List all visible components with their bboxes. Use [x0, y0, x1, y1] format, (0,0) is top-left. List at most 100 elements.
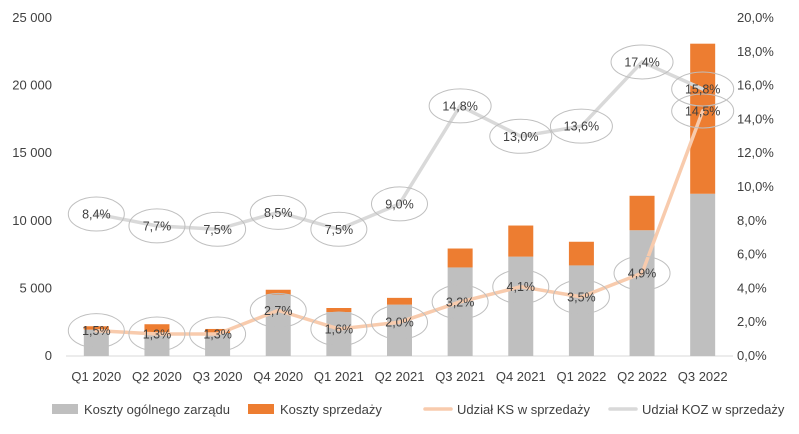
data-label-koz: 13,0% [503, 130, 538, 144]
data-label-koz: 7,7% [143, 219, 172, 233]
data-label-bubble [371, 186, 428, 222]
y2-tick-label: 12,0% [737, 145, 774, 160]
legend-label: Udział KOZ w sprzedaży [642, 402, 785, 417]
data-label-bubble [67, 196, 125, 232]
bar-koszty-ogolnego-zarzadu [690, 193, 716, 356]
bar-koszty-ogolnego-zarzadu [83, 329, 109, 356]
data-label-ks: 1,3% [203, 328, 232, 342]
data-label-bubble [67, 313, 125, 349]
bar-koszty-ogolnego-zarzadu [326, 312, 352, 356]
bar-koszty-sprzedazy [447, 248, 473, 268]
data-label-bubble [128, 208, 186, 244]
data-label-bubble [613, 255, 671, 291]
y2-tick-label: 2,0% [737, 314, 767, 329]
bar-koszty-ogolnego-zarzadu [447, 267, 473, 356]
x-tick-label: Q3 2022 [678, 369, 728, 384]
x-tick-label: Q2 2021 [375, 369, 425, 384]
data-label-ks: 4,9% [628, 267, 657, 281]
y-tick-label: 5 000 [19, 280, 52, 295]
legend-swatch [52, 404, 78, 414]
bar-koszty-sprzedazy [144, 324, 170, 333]
x-tick-label: Q2 2022 [617, 369, 667, 384]
data-label-ks: 1,3% [143, 328, 172, 342]
x-tick-label: Q1 2021 [314, 369, 364, 384]
data-label-ks: 4,1% [507, 280, 536, 294]
x-tick-label: Q3 2021 [435, 369, 485, 384]
bar-koszty-ogolnego-zarzadu [144, 332, 170, 356]
line-udzial-ks [94, 109, 705, 336]
y2-tick-label: 10,0% [737, 179, 774, 194]
y2-tick-label: 8,0% [737, 213, 767, 228]
data-label-bubble [371, 304, 428, 340]
data-label-bubble [310, 211, 368, 247]
legend-label: Koszty sprzedaży [280, 402, 382, 417]
data-label-bubble [552, 279, 610, 315]
data-label-koz: 17,4% [624, 55, 659, 69]
y2-tick-label: 0,0% [737, 348, 767, 363]
y-tick-label: 25 000 [12, 10, 52, 25]
line-udzial-koz [94, 60, 705, 231]
x-tick-label: Q3 2020 [193, 369, 243, 384]
y-tick-label: 15 000 [12, 145, 52, 160]
bar-koszty-ogolnego-zarzadu [568, 265, 594, 356]
data-label-ks: 1,5% [82, 324, 111, 338]
y-tick-label: 0 [45, 348, 52, 363]
data-label-ks: 2,0% [385, 316, 414, 330]
data-label-koz: 15,8% [685, 82, 720, 96]
bar-koszty-sprzedazy [508, 225, 534, 257]
bar-koszty-ogolnego-zarzadu [265, 294, 291, 356]
data-label-bubble [249, 194, 307, 230]
data-label-bubble [128, 316, 186, 352]
y2-tick-label: 4,0% [737, 280, 767, 295]
legend-label: Koszty ogólnego zarządu [84, 402, 230, 417]
data-label-bubble [428, 88, 492, 124]
data-label-koz: 7,5% [325, 223, 354, 237]
data-label-koz: 8,5% [264, 206, 293, 220]
y2-tick-label: 18,0% [737, 44, 774, 59]
data-label-bubble [249, 292, 307, 328]
bar-koszty-sprzedazy [387, 297, 412, 305]
data-label-koz: 7,5% [203, 223, 232, 237]
x-tick-label: Q4 2020 [253, 369, 303, 384]
data-label-koz: 13,6% [564, 120, 599, 134]
x-tick-label: Q1 2022 [556, 369, 606, 384]
data-label-bubble [189, 316, 247, 352]
y-tick-label: 10 000 [12, 213, 52, 228]
legend-label: Udział KS w sprzedaży [457, 402, 590, 417]
x-tick-label: Q2 2020 [132, 369, 182, 384]
data-label-ks: 2,7% [264, 304, 293, 318]
y2-tick-label: 20,0% [737, 10, 774, 25]
data-label-koz: 14,8% [442, 99, 477, 113]
data-label-bubble [310, 311, 368, 347]
data-label-ks: 3,2% [446, 295, 475, 309]
data-label-bubble [189, 211, 247, 247]
y2-tick-label: 6,0% [737, 247, 767, 262]
data-label-ks: 3,5% [567, 290, 596, 304]
bar-koszty-sprzedazy [326, 308, 352, 313]
bar-koszty-sprzedazy [83, 326, 109, 330]
data-label-bubble [671, 71, 735, 107]
data-label-bubble [431, 284, 489, 320]
data-label-koz: 9,0% [385, 197, 414, 211]
data-label-bubble [489, 118, 553, 154]
bar-koszty-ogolnego-zarzadu [508, 256, 534, 356]
data-label-ks: 1,6% [325, 322, 354, 336]
bar-koszty-sprzedazy [568, 241, 594, 266]
data-label-bubble [610, 44, 674, 80]
y2-tick-label: 14,0% [737, 111, 774, 126]
bar-koszty-ogolnego-zarzadu [387, 304, 412, 356]
bar-koszty-sprzedazy [265, 289, 291, 295]
y2-tick-label: 16,0% [737, 78, 774, 93]
data-label-bubble [671, 93, 735, 129]
bar-koszty-sprzedazy [690, 43, 716, 194]
y-tick-label: 20 000 [12, 78, 52, 93]
data-label-bubble [492, 269, 550, 305]
legend-swatch [248, 404, 274, 414]
data-label-bubble [549, 108, 613, 144]
bar-koszty-sprzedazy [205, 328, 231, 334]
x-tick-label: Q1 2020 [71, 369, 121, 384]
data-label-ks: 14,5% [685, 104, 720, 118]
data-label-koz: 8,4% [82, 208, 111, 222]
